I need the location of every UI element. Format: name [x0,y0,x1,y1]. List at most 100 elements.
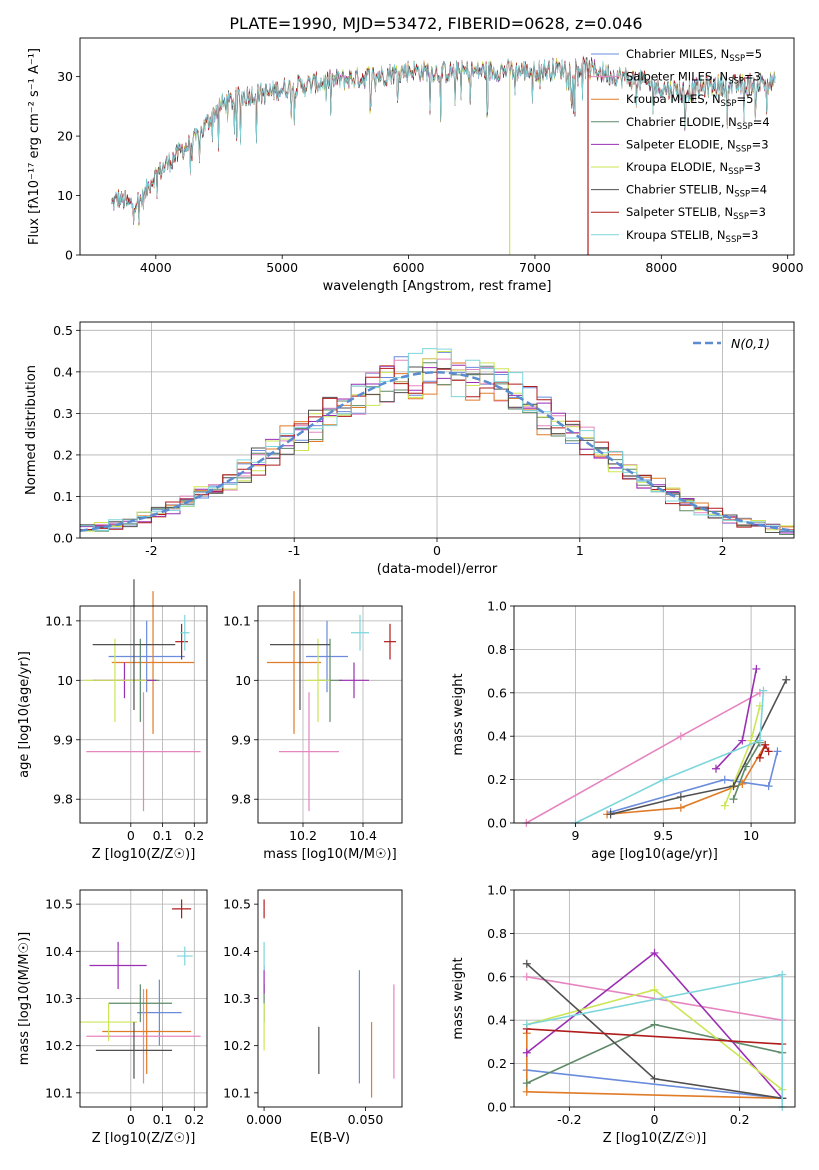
errorbar-point [108,984,173,1023]
y-tick-label: 0.2 [53,447,73,462]
x-tick-label: 5000 [266,260,298,275]
legend-model-name: Salpeter ELODIE, N [626,137,736,151]
y-tick-label: 0.6 [487,685,507,700]
mass-weight-line [610,751,779,813]
x-tick-label: 9.5 [653,828,673,843]
y-tick-label: 10.5 [45,897,73,912]
panel-age_vs_mass: 10.2 10.4 9.8 9.9 10 10.1 mass [log10(M/M☉)] [223,579,403,862]
legend-model-name: Salpeter MILES, N [626,70,728,84]
errorbar-point [137,979,182,1046]
legend-nssp: =5 [745,47,762,61]
legend-model-name: Chabrier MILES, N [626,47,729,61]
mass-weight-marker [729,782,738,791]
panel-massweight_vs_Z: -0.2 0 0.2 0.0 0.2 0.4 0.6 0.8 1.0 Z [log10(Z/Z☉)… [451,883,796,1146]
errorbar-point [111,591,195,734]
errorbar-point [176,946,193,966]
errorbar-point [267,591,321,734]
y-tick-label: 10.2 [223,1038,251,1053]
y-tick-label: 1.0 [487,599,507,614]
y-tick-label: 10 [57,673,73,688]
legend-entry: Salpeter MILES, NSSP=3 [626,70,761,87]
y-tick-label: 0.4 [487,1013,507,1028]
mass-weight-line [526,1069,783,1100]
panel-massweight_vs_age: 9 9.5 10 0.0 0.2 0.4 0.6 0.8 1.0 age [log10(age/y… [451,599,796,862]
legend-model-name: Chabrier STELIB, N [626,183,734,197]
panel-residuals: N(0,1) -2 -1 0 1 2 0.0 0.1 0.2 0.3 0.4 0.5 (data-mod… [24,321,795,577]
errorbar-point [95,1022,173,1079]
legend-subscript: SSP [726,235,742,245]
mass-weight-marker [522,1048,531,1057]
x-tick-label: 4000 [140,260,172,275]
mass-weight-marker [720,801,729,810]
x-tick-label: 1 [576,543,584,558]
legend-entry: Chabrier ELODIE, NSSP=4 [626,115,770,132]
mass-weight-marker [764,782,773,791]
errorbar-point [279,692,339,812]
y-tick-label: 10.2 [45,1038,73,1053]
figure-title: PLATE=1990, MJD=53472, FIBERID=0628, z=0… [229,14,642,33]
x-tick-label: 0.1 [153,828,173,843]
x-tick-label: 6000 [393,260,425,275]
plot-area-residuals: N(0,1) [79,336,795,538]
plot-area-mass_vs_ebv [263,899,395,1098]
mass-weight-marker [755,736,764,745]
y-tick-label: 0.8 [487,642,507,657]
x-tick-label: 0 [127,828,135,843]
x-tick-label: 0.1 [153,1112,173,1127]
errorbar-point [384,623,396,660]
legend-entry: Kroupa STELIB, NSSP=3 [626,228,758,245]
legend-entry: Chabrier STELIB, NSSP=4 [626,183,767,200]
y-tick-label: 10.1 [45,613,73,628]
x-tick-label: 0.050 [348,1112,384,1127]
mass-weight-marker [782,675,791,684]
plot-area-massweight_vs_Z [522,948,787,1111]
legend-subscript: SSP [737,122,753,132]
y-tick-label: 10.3 [45,991,73,1006]
errorbar-point [80,1003,138,1041]
mass-weight-line [526,1028,783,1045]
x-axis-label: Z [log10(Z/Z☉)] [603,1131,707,1146]
normal-reference-curve [79,371,795,532]
legend-subscript: SSP [728,167,744,177]
legend-nssp: =4 [753,115,770,129]
y-tick-label: 0.2 [487,772,507,787]
mass-weight-marker [738,736,747,745]
histogram-step [79,348,794,538]
mass-weight-marker [764,747,773,756]
y-axis-label: age [log10(age/yr)] [17,651,32,778]
y-tick-label: 10.3 [223,991,251,1006]
x-axis-label: Z [log10(Z/Z☉)] [92,847,196,862]
y-tick-label: 0.5 [53,323,73,338]
y-tick-label: 9.9 [53,732,73,747]
legend-nssp: =3 [752,137,769,151]
y-tick-label: 10.4 [45,944,73,959]
mass-weight-marker [522,1079,531,1088]
y-axis-label: Flux [fλ10⁻¹⁷ erg cm⁻² s⁻¹ A⁻¹] [27,48,42,245]
errorbar-point [180,614,190,651]
mass-weight-marker [522,959,531,968]
errorbar-point [172,899,192,919]
mass-weight-marker [650,1074,659,1083]
x-tick-label: -1 [288,543,300,558]
mass-weight-marker [676,803,685,812]
axes-frame [79,37,795,256]
y-tick-label: 10 [235,673,251,688]
legend-model-name: Kroupa STELIB, N [626,228,726,242]
legend-nssp: =3 [741,228,758,242]
mass-weight-marker [759,686,768,695]
legend-subscript: SSP [736,144,752,154]
mass-weight-marker [778,970,787,979]
y-tick-label: 0.8 [487,926,507,941]
legend-entry: Salpeter STELIB, NSSP=3 [626,205,766,222]
mass-weight-marker [650,985,659,994]
x-tick-label: 0.2 [184,828,204,843]
errorbar-point [270,579,330,711]
x-tick-label: 8000 [645,260,677,275]
legend-subscript: SSP [734,190,750,200]
mass-weight-marker [522,972,531,981]
errorbar-point [306,638,330,722]
x-tick-label: 10.2 [289,828,317,843]
mass-weight-marker [761,740,770,749]
